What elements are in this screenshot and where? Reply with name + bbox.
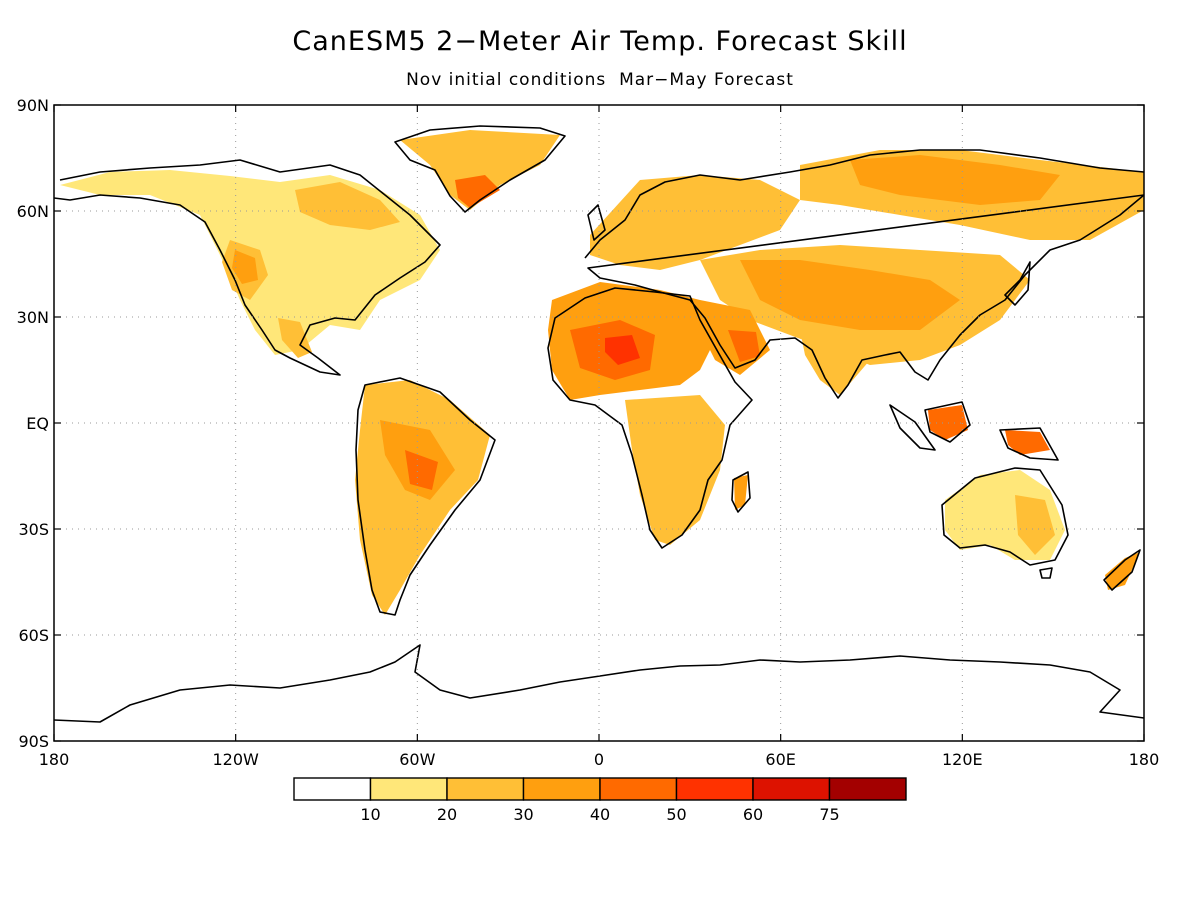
colorbar-swatch — [599, 777, 678, 801]
lat-tick-label: EQ — [26, 414, 49, 433]
europe-skill — [590, 175, 800, 270]
eurasia-coast — [584, 149, 1144, 399]
africa-coast — [547, 287, 753, 549]
colorbar-swatch — [369, 777, 448, 801]
lat-tick-label: 60N — [17, 202, 49, 221]
new-guinea-coast — [999, 427, 1059, 461]
borneo-coast — [924, 401, 971, 443]
lat-tick-label: 90N — [17, 96, 49, 115]
colorbar-swatch — [752, 777, 831, 801]
central-asia-skill-high — [740, 260, 960, 330]
colorbar-label: 60 — [743, 805, 763, 824]
lat-tick-label: 60S — [18, 626, 49, 645]
lon-tick-label: 0 — [594, 750, 604, 769]
colorbar-swatch — [293, 777, 372, 801]
south-america-coast — [355, 377, 496, 616]
coastlines — [54, 125, 1144, 723]
north-america-coast — [54, 159, 441, 376]
lon-tick-label: 120W — [212, 750, 259, 769]
graticule — [54, 105, 1144, 741]
india-skill — [800, 330, 870, 395]
british-isles-coast — [587, 204, 606, 241]
colorbar-swatch — [446, 777, 525, 801]
lon-tick-label: 120E — [942, 750, 983, 769]
labrador-skill — [295, 182, 400, 230]
new-zealand-coast — [1103, 549, 1141, 591]
greenland-coast — [394, 125, 566, 213]
colorbar: 10 20 30 40 50 60 75 — [293, 777, 907, 824]
colorbar-label: 20 — [437, 805, 457, 824]
lon-tick-label: 60W — [399, 750, 435, 769]
sahara-skill-peak — [605, 335, 640, 365]
lon-tick-label: 180 — [1129, 750, 1160, 769]
australia-coast — [941, 467, 1069, 566]
japan-coast — [1004, 261, 1031, 306]
lat-tick-label: 30S — [18, 520, 49, 539]
lat-tick-label: 30N — [17, 308, 49, 327]
arabia-skill-high — [728, 330, 760, 362]
colorbar-label: 10 — [360, 805, 380, 824]
colorbar-swatch — [675, 777, 754, 801]
madagascar-skill — [734, 475, 748, 510]
skill-shading — [60, 130, 1144, 615]
colorbar-swatch — [828, 777, 907, 801]
central-africa-skill — [625, 395, 725, 545]
tasmania-coast — [1039, 567, 1053, 579]
north-america-skill-high — [232, 250, 258, 284]
new-guinea-skill — [1005, 430, 1050, 455]
map-subtitle: Nov initial conditions Mar−May Forecast — [406, 70, 794, 90]
south-america-skill-peak — [405, 450, 438, 490]
colorbar-label: 50 — [666, 805, 686, 824]
lon-tick-label: 180 — [39, 750, 70, 769]
madagascar-coast — [731, 471, 751, 513]
map-title: CanESM5 2−Meter Air Temp. Forecast Skill — [292, 26, 908, 57]
lon-tick-label: 60E — [765, 750, 795, 769]
greenland-skill — [400, 130, 560, 210]
sumatra-coast — [889, 404, 936, 451]
antarctica-coast — [54, 644, 1144, 723]
lat-tick-label: 90S — [18, 732, 49, 751]
siberia-skill-high — [850, 155, 1060, 205]
greenland-skill-high — [455, 175, 500, 208]
colorbar-swatch — [522, 777, 601, 801]
colorbar-label: 30 — [513, 805, 533, 824]
south-america-skill — [355, 380, 490, 615]
colorbar-label: 75 — [819, 805, 839, 824]
colorbar-label: 40 — [590, 805, 610, 824]
australia-skill-high — [1015, 495, 1055, 555]
new-zealand-skill — [1105, 552, 1140, 590]
